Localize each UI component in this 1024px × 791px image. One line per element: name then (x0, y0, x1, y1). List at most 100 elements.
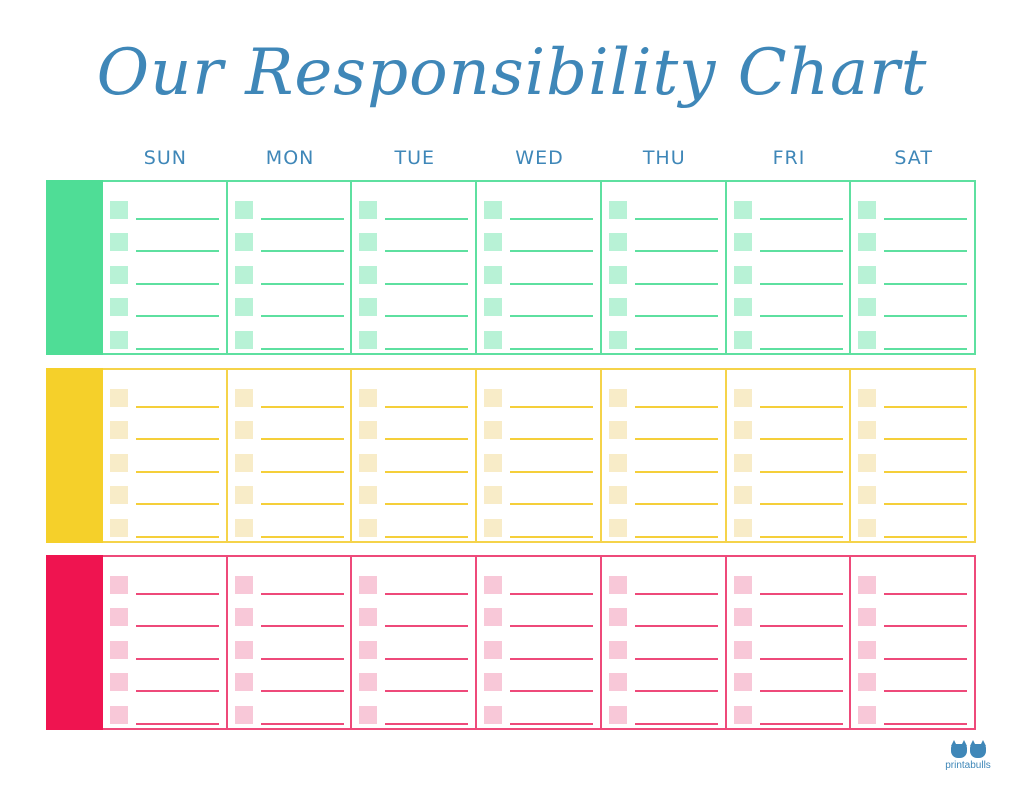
checkbox[interactable] (110, 673, 128, 691)
checkbox[interactable] (234, 453, 253, 472)
checkbox[interactable] (733, 518, 752, 537)
task-write-line[interactable] (260, 282, 344, 285)
task-write-line[interactable] (634, 315, 718, 317)
task-write-line[interactable] (884, 250, 968, 252)
task-write-line[interactable] (510, 535, 594, 538)
checkbox[interactable] (359, 575, 378, 594)
task-write-line[interactable] (385, 722, 469, 725)
checkbox[interactable] (234, 298, 253, 316)
checkbox[interactable] (110, 330, 128, 349)
task-write-line[interactable] (136, 250, 219, 252)
task-write-line[interactable] (759, 625, 843, 627)
task-write-line[interactable] (510, 625, 594, 627)
task-write-line[interactable] (260, 722, 344, 725)
checkbox[interactable] (234, 486, 253, 504)
checkbox[interactable] (484, 705, 503, 724)
checkbox[interactable] (858, 608, 877, 626)
checkbox[interactable] (608, 421, 627, 439)
checkbox[interactable] (733, 575, 752, 594)
checkbox[interactable] (110, 233, 128, 251)
task-write-line[interactable] (385, 250, 469, 252)
checkbox[interactable] (110, 265, 128, 284)
checkbox[interactable] (858, 330, 877, 349)
checkbox[interactable] (484, 421, 503, 439)
task-write-line[interactable] (510, 503, 594, 505)
checkbox[interactable] (858, 705, 877, 724)
task-write-line[interactable] (884, 470, 968, 473)
task-write-line[interactable] (260, 690, 344, 692)
task-write-line[interactable] (510, 722, 594, 725)
checkbox[interactable] (608, 265, 627, 284)
checkbox[interactable] (733, 486, 752, 504)
checkbox[interactable] (234, 421, 253, 439)
checkbox[interactable] (733, 453, 752, 472)
checkbox[interactable] (484, 518, 503, 537)
task-write-line[interactable] (260, 657, 344, 660)
task-write-line[interactable] (510, 657, 594, 660)
task-write-line[interactable] (385, 592, 469, 595)
task-write-line[interactable] (136, 690, 219, 692)
task-write-line[interactable] (510, 217, 594, 220)
task-write-line[interactable] (759, 722, 843, 725)
checkbox[interactable] (858, 298, 877, 316)
checkbox[interactable] (234, 233, 253, 251)
task-write-line[interactable] (385, 217, 469, 220)
checkbox[interactable] (359, 518, 378, 537)
checkbox[interactable] (858, 233, 877, 251)
task-write-line[interactable] (510, 690, 594, 692)
checkbox[interactable] (110, 200, 128, 219)
checkbox[interactable] (484, 673, 503, 691)
task-write-line[interactable] (759, 405, 843, 408)
task-write-line[interactable] (884, 315, 968, 317)
checkbox[interactable] (110, 640, 128, 659)
checkbox[interactable] (234, 640, 253, 659)
checkbox[interactable] (234, 608, 253, 626)
task-write-line[interactable] (884, 217, 968, 220)
task-write-line[interactable] (260, 347, 344, 350)
checkbox[interactable] (484, 575, 503, 594)
task-write-line[interactable] (260, 503, 344, 505)
checkbox[interactable] (733, 640, 752, 659)
checkbox[interactable] (110, 518, 128, 537)
checkbox[interactable] (608, 298, 627, 316)
task-write-line[interactable] (634, 438, 718, 440)
checkbox[interactable] (234, 673, 253, 691)
task-write-line[interactable] (385, 347, 469, 350)
task-write-line[interactable] (759, 217, 843, 220)
checkbox[interactable] (608, 608, 627, 626)
task-write-line[interactable] (634, 592, 718, 595)
checkbox[interactable] (110, 575, 128, 594)
checkbox[interactable] (608, 640, 627, 659)
checkbox[interactable] (110, 608, 128, 626)
checkbox[interactable] (359, 421, 378, 439)
task-write-line[interactable] (634, 250, 718, 252)
task-write-line[interactable] (260, 592, 344, 595)
checkbox[interactable] (359, 265, 378, 284)
checkbox[interactable] (858, 265, 877, 284)
task-write-line[interactable] (510, 347, 594, 350)
task-write-line[interactable] (260, 535, 344, 538)
checkbox[interactable] (733, 673, 752, 691)
task-write-line[interactable] (510, 405, 594, 408)
task-write-line[interactable] (510, 282, 594, 285)
checkbox[interactable] (234, 388, 253, 407)
checkbox[interactable] (608, 200, 627, 219)
task-write-line[interactable] (884, 690, 968, 692)
task-write-line[interactable] (385, 438, 469, 440)
checkbox[interactable] (359, 453, 378, 472)
checkbox[interactable] (359, 673, 378, 691)
checkbox[interactable] (608, 330, 627, 349)
checkbox[interactable] (359, 486, 378, 504)
checkbox[interactable] (110, 388, 128, 407)
task-write-line[interactable] (385, 315, 469, 317)
task-write-line[interactable] (136, 592, 219, 595)
task-write-line[interactable] (634, 282, 718, 285)
task-write-line[interactable] (884, 722, 968, 725)
task-write-line[interactable] (634, 625, 718, 627)
checkbox[interactable] (359, 388, 378, 407)
task-write-line[interactable] (884, 535, 968, 538)
task-write-line[interactable] (385, 625, 469, 627)
task-write-line[interactable] (884, 657, 968, 660)
task-write-line[interactable] (510, 592, 594, 595)
checkbox[interactable] (110, 705, 128, 724)
